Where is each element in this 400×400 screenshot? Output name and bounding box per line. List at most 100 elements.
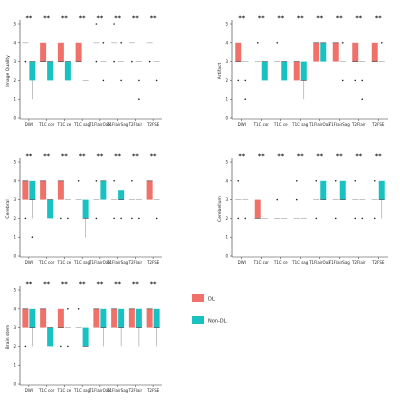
x-tick-label: T1C ce [57,388,72,393]
outlier-point [361,98,364,100]
significance-marker: ** [43,152,50,160]
outlier-point [361,79,364,82]
outlier-point [95,180,98,182]
outlier-point [354,180,357,182]
significance-marker: ** [277,14,284,22]
outlier-point [354,217,357,220]
box [146,180,153,200]
outlier-point [31,236,34,238]
significance-marker: ** [336,14,343,22]
box [300,61,307,81]
y-tick-label: 3 [225,197,228,202]
box [82,327,89,347]
outlier-point [120,79,122,82]
outlier-point [95,60,98,63]
outlier-point [256,42,259,44]
outlier-point [131,60,133,63]
y-axis-title: Cerebellum [217,196,223,222]
y-tick-label: 1 [225,235,228,240]
x-tick-label: T1C sag [291,122,309,127]
y-tick-label: 4 [13,178,16,183]
outlier-point [155,217,158,220]
outlier-point [155,79,158,82]
x-tick-label: T2FSE [146,122,160,127]
significance-marker: ** [238,152,245,160]
y-tick-label: 1 [225,97,228,102]
y-tick-label: 4 [225,40,228,45]
outlier-point [67,308,69,310]
box [22,180,29,200]
x-tick-label: T1C sag [291,260,309,265]
y-tick-label: 0 [13,382,16,387]
significance-marker: ** [316,14,323,22]
x-tick-label: T1C cor [38,260,55,265]
outlier-point [67,217,69,220]
box [135,308,142,328]
box [339,180,346,200]
outlier-point [24,217,27,220]
y-tick-label: 2 [13,78,16,83]
box [40,308,47,328]
box [75,42,82,62]
outlier-point [113,60,115,63]
x-tick-label: T1C sag [73,260,91,265]
box [64,61,71,81]
y-tick-label: 4 [13,40,16,45]
box [153,308,160,328]
significance-marker: ** [61,152,68,160]
outlier-point [315,180,318,182]
y-tick-label: 5 [13,22,16,27]
chart-panel: 0 1 2 3 4 5 Artifact DWI ** T1C cor ** T1C ce ** T1C … [217,14,388,127]
outlier-point [276,198,279,201]
x-tick-label: T2Flair [351,260,366,265]
significance-marker: ** [336,152,343,160]
box [82,199,89,219]
x-tick-label: DWI [238,122,246,127]
outlier-point [276,42,279,44]
x-tick-label: T2Flair [128,260,143,265]
outlier-point [315,217,318,220]
x-tick-label: T1FlairOax [308,122,331,127]
outlier-point [138,79,140,82]
significance-marker: ** [297,152,304,160]
x-tick-label: DWI [25,260,33,265]
outlier-point [95,23,98,25]
box [378,180,385,200]
y-tick-label: 2 [225,216,228,221]
outlier-point [341,79,344,82]
outlier-point [120,42,122,44]
box [47,199,54,219]
x-tick-label: T1FlairSag [328,122,351,127]
legend: DL Non-DL [192,294,227,325]
box [261,61,268,81]
significance-marker: ** [61,280,68,288]
x-tick-label: T1FlairSag [328,260,351,265]
significance-marker: ** [375,14,382,22]
y-axis-title: Artifact [217,63,223,80]
outlier-point [113,23,115,25]
outlier-point [131,180,133,182]
outlier-point [60,217,62,220]
box [371,42,378,62]
box [128,308,135,328]
outlier-point [138,98,140,100]
x-tick-label: T1C ce [273,260,288,265]
y-tick-label: 0 [13,116,16,121]
chart-panel: 0 1 2 3 4 5 Cerebral DWI ** T1C cor ** T1C ce ** T1C … [5,152,162,265]
legend-label-dl: DL [208,297,215,303]
significance-marker: ** [43,280,50,288]
x-tick-label: T2Flair [128,388,143,393]
significance-marker: ** [375,152,382,160]
significance-marker: ** [132,14,139,22]
x-tick-label: T1FlairOax [88,388,111,393]
significance-marker: ** [79,14,86,22]
significance-marker: ** [114,280,121,288]
x-tick-label: DWI [25,122,33,127]
x-tick-label: T1FlairOax [88,260,111,265]
y-tick-label: 0 [225,116,228,121]
outlier-point [113,217,115,220]
y-tick-label: 3 [225,59,228,64]
legend-swatch-non-dl [192,316,204,324]
y-tick-label: 4 [13,306,16,311]
